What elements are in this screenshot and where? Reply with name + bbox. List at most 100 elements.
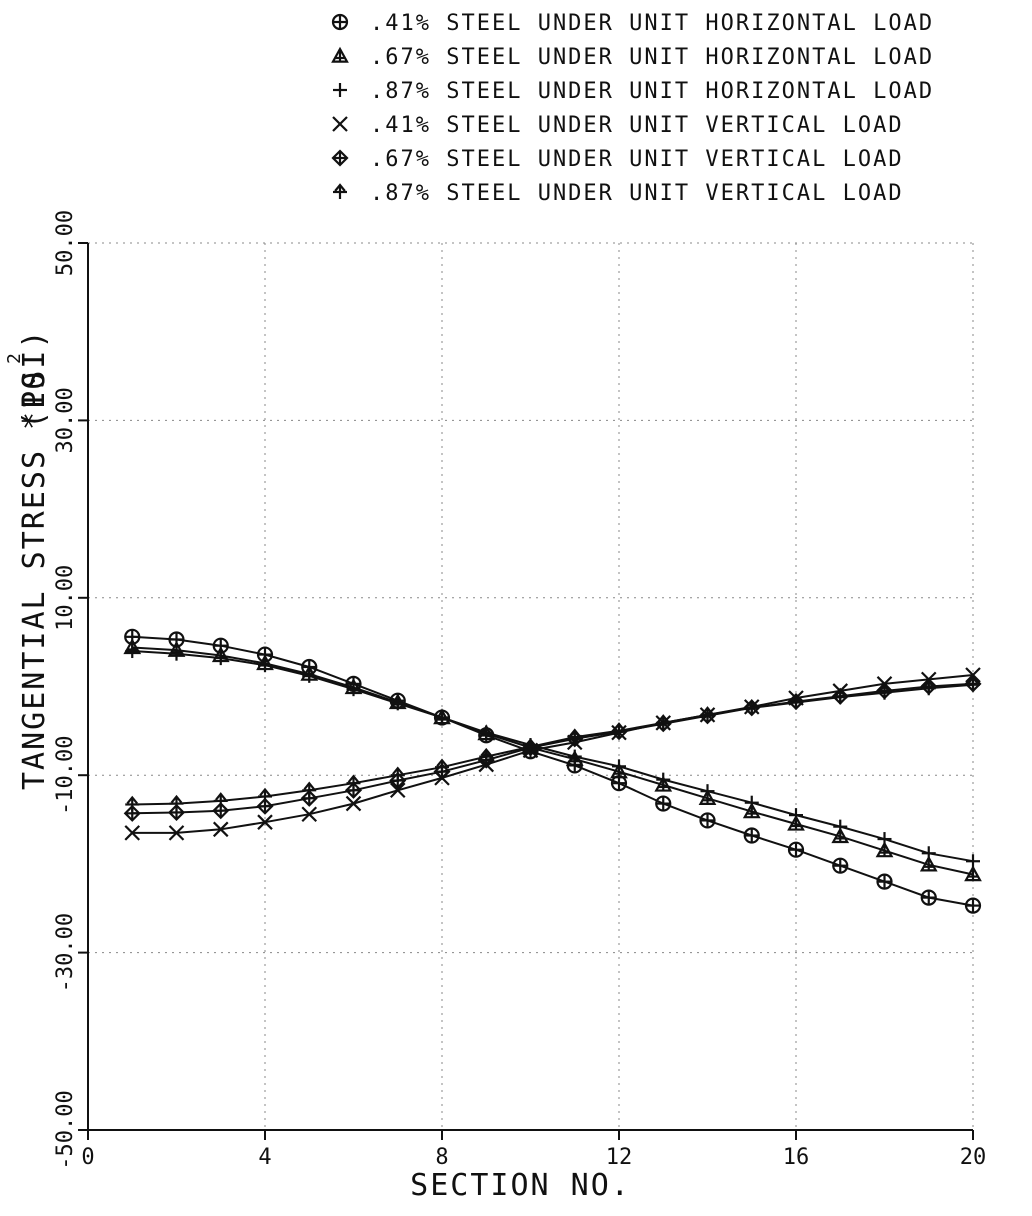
data-point: [258, 658, 272, 673]
data-point: [743, 827, 760, 844]
data-point: [964, 865, 982, 882]
legend-label: .41% STEEL UNDER UNIT VERTICAL LOAD: [370, 113, 904, 138]
series-line: [132, 674, 974, 834]
x-tick-label: 8: [435, 1145, 448, 1170]
series-line: [132, 646, 974, 876]
data-point: [213, 651, 228, 666]
y-tick-label: 30.00: [53, 387, 78, 453]
series-line: [132, 683, 974, 806]
y-axis-multiplier: *10: [17, 370, 52, 430]
data-point: [833, 688, 848, 705]
legend-item: .41% STEEL UNDER UNIT VERTICAL LOAD: [332, 113, 904, 138]
data-point: [479, 725, 494, 740]
legend-label: .87% STEEL UNDER UNIT VERTICAL LOAD: [370, 181, 904, 206]
legend-item: .87% STEEL UNDER UNIT VERTICAL LOAD: [333, 181, 904, 206]
series-5: [123, 675, 982, 822]
series-2: [123, 638, 982, 882]
legend-marker-x: [332, 116, 348, 132]
data-point: [612, 722, 626, 738]
data-point: [258, 787, 272, 804]
data-point: [124, 825, 141, 841]
data-point: [656, 714, 671, 730]
data-point: [523, 738, 538, 754]
data-point: [964, 897, 982, 914]
series-6: [125, 675, 980, 812]
data-point: [169, 646, 184, 661]
data-point: [832, 857, 849, 874]
legend-marker-triangle: [331, 46, 349, 63]
data-point: [301, 806, 318, 823]
data-point: [168, 825, 185, 841]
y-tick-label: -50.00: [53, 1090, 78, 1169]
data-point: [435, 758, 449, 775]
data-point: [567, 749, 582, 764]
legend-label: .67% STEEL UNDER UNIT VERTICAL LOAD: [370, 147, 904, 172]
legend-label: .41% STEEL UNDER UNIT HORIZONTAL LOAD: [370, 11, 934, 36]
data-point: [965, 667, 981, 683]
legend-item: .67% STEEL UNDER UNIT HORIZONTAL LOAD: [331, 45, 934, 70]
data-point: [125, 795, 140, 812]
y-tick-label: -10.00: [53, 735, 78, 814]
data-point: [787, 841, 805, 858]
data-point: [257, 814, 273, 830]
series-line: [132, 650, 974, 863]
y-axis-title: TANGENTIAL STRESS (PSI): [17, 329, 52, 790]
legend-item: .67% STEEL UNDER UNIT VERTICAL LOAD: [331, 147, 904, 172]
series-3: [125, 644, 980, 869]
legend-item: .41% STEEL UNDER UNIT HORIZONTAL LOAD: [331, 11, 934, 36]
data-point: [744, 795, 759, 810]
data-point: [699, 812, 716, 829]
legend: .41% STEEL UNDER UNIT HORIZONTAL LOAD .67…: [331, 11, 934, 206]
data-point: [789, 808, 803, 823]
data-point: [877, 832, 892, 847]
x-tick-label: 12: [606, 1145, 633, 1170]
x-tick-label: 16: [783, 1145, 810, 1170]
data-point: [610, 775, 628, 792]
data-point: [346, 682, 361, 697]
data-point: [789, 693, 803, 710]
legend-label: .67% STEEL UNDER UNIT HORIZONTAL LOAD: [370, 45, 934, 70]
data-point: [302, 781, 317, 798]
data-point: [212, 821, 229, 838]
legend-marker-circle-plus: [331, 13, 349, 31]
axis-labels: SECTION NO. TANGENTIAL STRESS (PSI)*10 2: [4, 329, 631, 1203]
grid: [88, 242, 974, 1130]
legend-marker-arrow: [333, 183, 347, 199]
data-point: [125, 644, 140, 659]
legend-marker-plus: [333, 83, 347, 97]
data-point: [656, 772, 671, 787]
series-1: [124, 628, 982, 914]
data-point: [744, 699, 759, 715]
y-tick-label: 10.00: [53, 565, 78, 631]
series-line: [132, 682, 974, 815]
data-point: [169, 794, 184, 811]
data-point: [700, 706, 715, 722]
axes: 0 4 8 12 16 20 -50.00 -30.00 -10.00 10.00 30.00 50.…: [53, 210, 986, 1170]
x-tick-label: 0: [81, 1145, 94, 1170]
series-layer: [123, 628, 982, 914]
x-tick-label: 4: [258, 1145, 271, 1170]
data-point: [390, 696, 405, 711]
data-point: [435, 710, 449, 725]
data-point: [479, 747, 494, 764]
data-point: [390, 766, 405, 783]
y-tick-label: 50.00: [53, 210, 78, 276]
data-point: [389, 782, 406, 799]
x-axis-title: SECTION NO.: [410, 1168, 631, 1203]
y-tick-label: -30.00: [53, 913, 78, 992]
data-point: [302, 668, 317, 683]
data-point: [921, 846, 936, 861]
legend-marker-diamond-plus: [331, 149, 349, 167]
x-tick-label: 20: [960, 1145, 987, 1170]
data-point: [700, 784, 715, 799]
data-point: [345, 795, 362, 812]
data-point: [966, 854, 980, 869]
data-point: [612, 759, 626, 774]
data-point: [920, 889, 937, 906]
data-point: [655, 795, 672, 812]
data-point: [921, 679, 936, 696]
data-point: [213, 792, 228, 808]
data-point: [567, 728, 582, 745]
data-point: [877, 683, 892, 700]
